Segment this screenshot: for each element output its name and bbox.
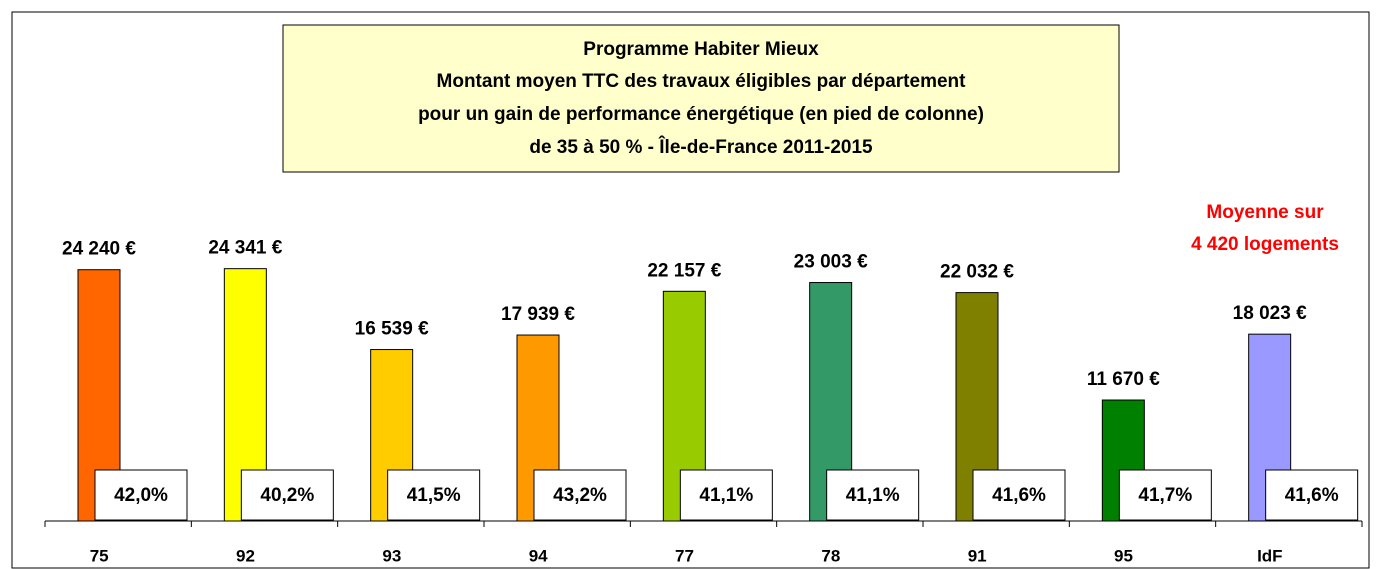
gain-box: [533, 469, 627, 521]
gain-box: [1265, 469, 1359, 521]
gain-box: [972, 469, 1066, 521]
chart-border: [11, 11, 1370, 569]
x-tick-label: 78: [821, 546, 840, 565]
x-tick-label: 94: [529, 546, 548, 565]
gain-box: [387, 469, 481, 521]
gain-label: 41,6%: [992, 485, 1046, 506]
x-tick-label: 91: [968, 546, 987, 565]
x-tick-label: 77: [675, 546, 694, 565]
chart-title: Montant moyen TTC des travaux éligibles …: [437, 71, 967, 92]
gain-box: [826, 469, 920, 521]
gain-label: 43,2%: [553, 485, 607, 506]
gain-label: 42,0%: [114, 485, 168, 506]
value-label: 24 341 €: [208, 238, 282, 259]
x-tick-label: 93: [382, 546, 401, 565]
gain-box: [94, 469, 188, 521]
chart-title: Programme Habiter Mieux: [583, 39, 819, 60]
gain-label: 41,5%: [407, 485, 461, 506]
value-label: 18 023 €: [1233, 303, 1307, 324]
x-tick-label: IdF: [1257, 546, 1283, 565]
annotation: Moyenne sur: [1206, 202, 1324, 223]
gain-box: [1118, 469, 1212, 521]
gain-label: 41,1%: [699, 485, 753, 506]
value-label: 23 003 €: [794, 252, 868, 273]
value-label: 22 032 €: [940, 262, 1014, 283]
gain-box: [240, 469, 334, 521]
gain-label: 41,7%: [1138, 485, 1192, 506]
x-tick-label: 75: [90, 546, 109, 565]
value-label: 17 939 €: [501, 304, 575, 325]
value-label: 24 240 €: [62, 239, 136, 260]
value-label: 22 157 €: [647, 260, 721, 281]
chart-title: pour un gain de performance énergétique …: [418, 104, 984, 125]
title-box: [282, 24, 1120, 173]
chart-title: de 35 à 50 % - Île-de-France 2011-2015: [529, 136, 873, 158]
gain-label: 41,1%: [846, 485, 900, 506]
gain-label: 41,6%: [1285, 485, 1339, 506]
value-label: 16 539 €: [355, 319, 429, 340]
x-tick-label: 92: [236, 546, 255, 565]
x-tick-label: 95: [1114, 546, 1133, 565]
value-label: 11 670 €: [1087, 369, 1160, 390]
gain-label: 40,2%: [260, 485, 314, 506]
annotation: 4 420 logements: [1191, 234, 1339, 255]
gain-box: [679, 469, 773, 521]
